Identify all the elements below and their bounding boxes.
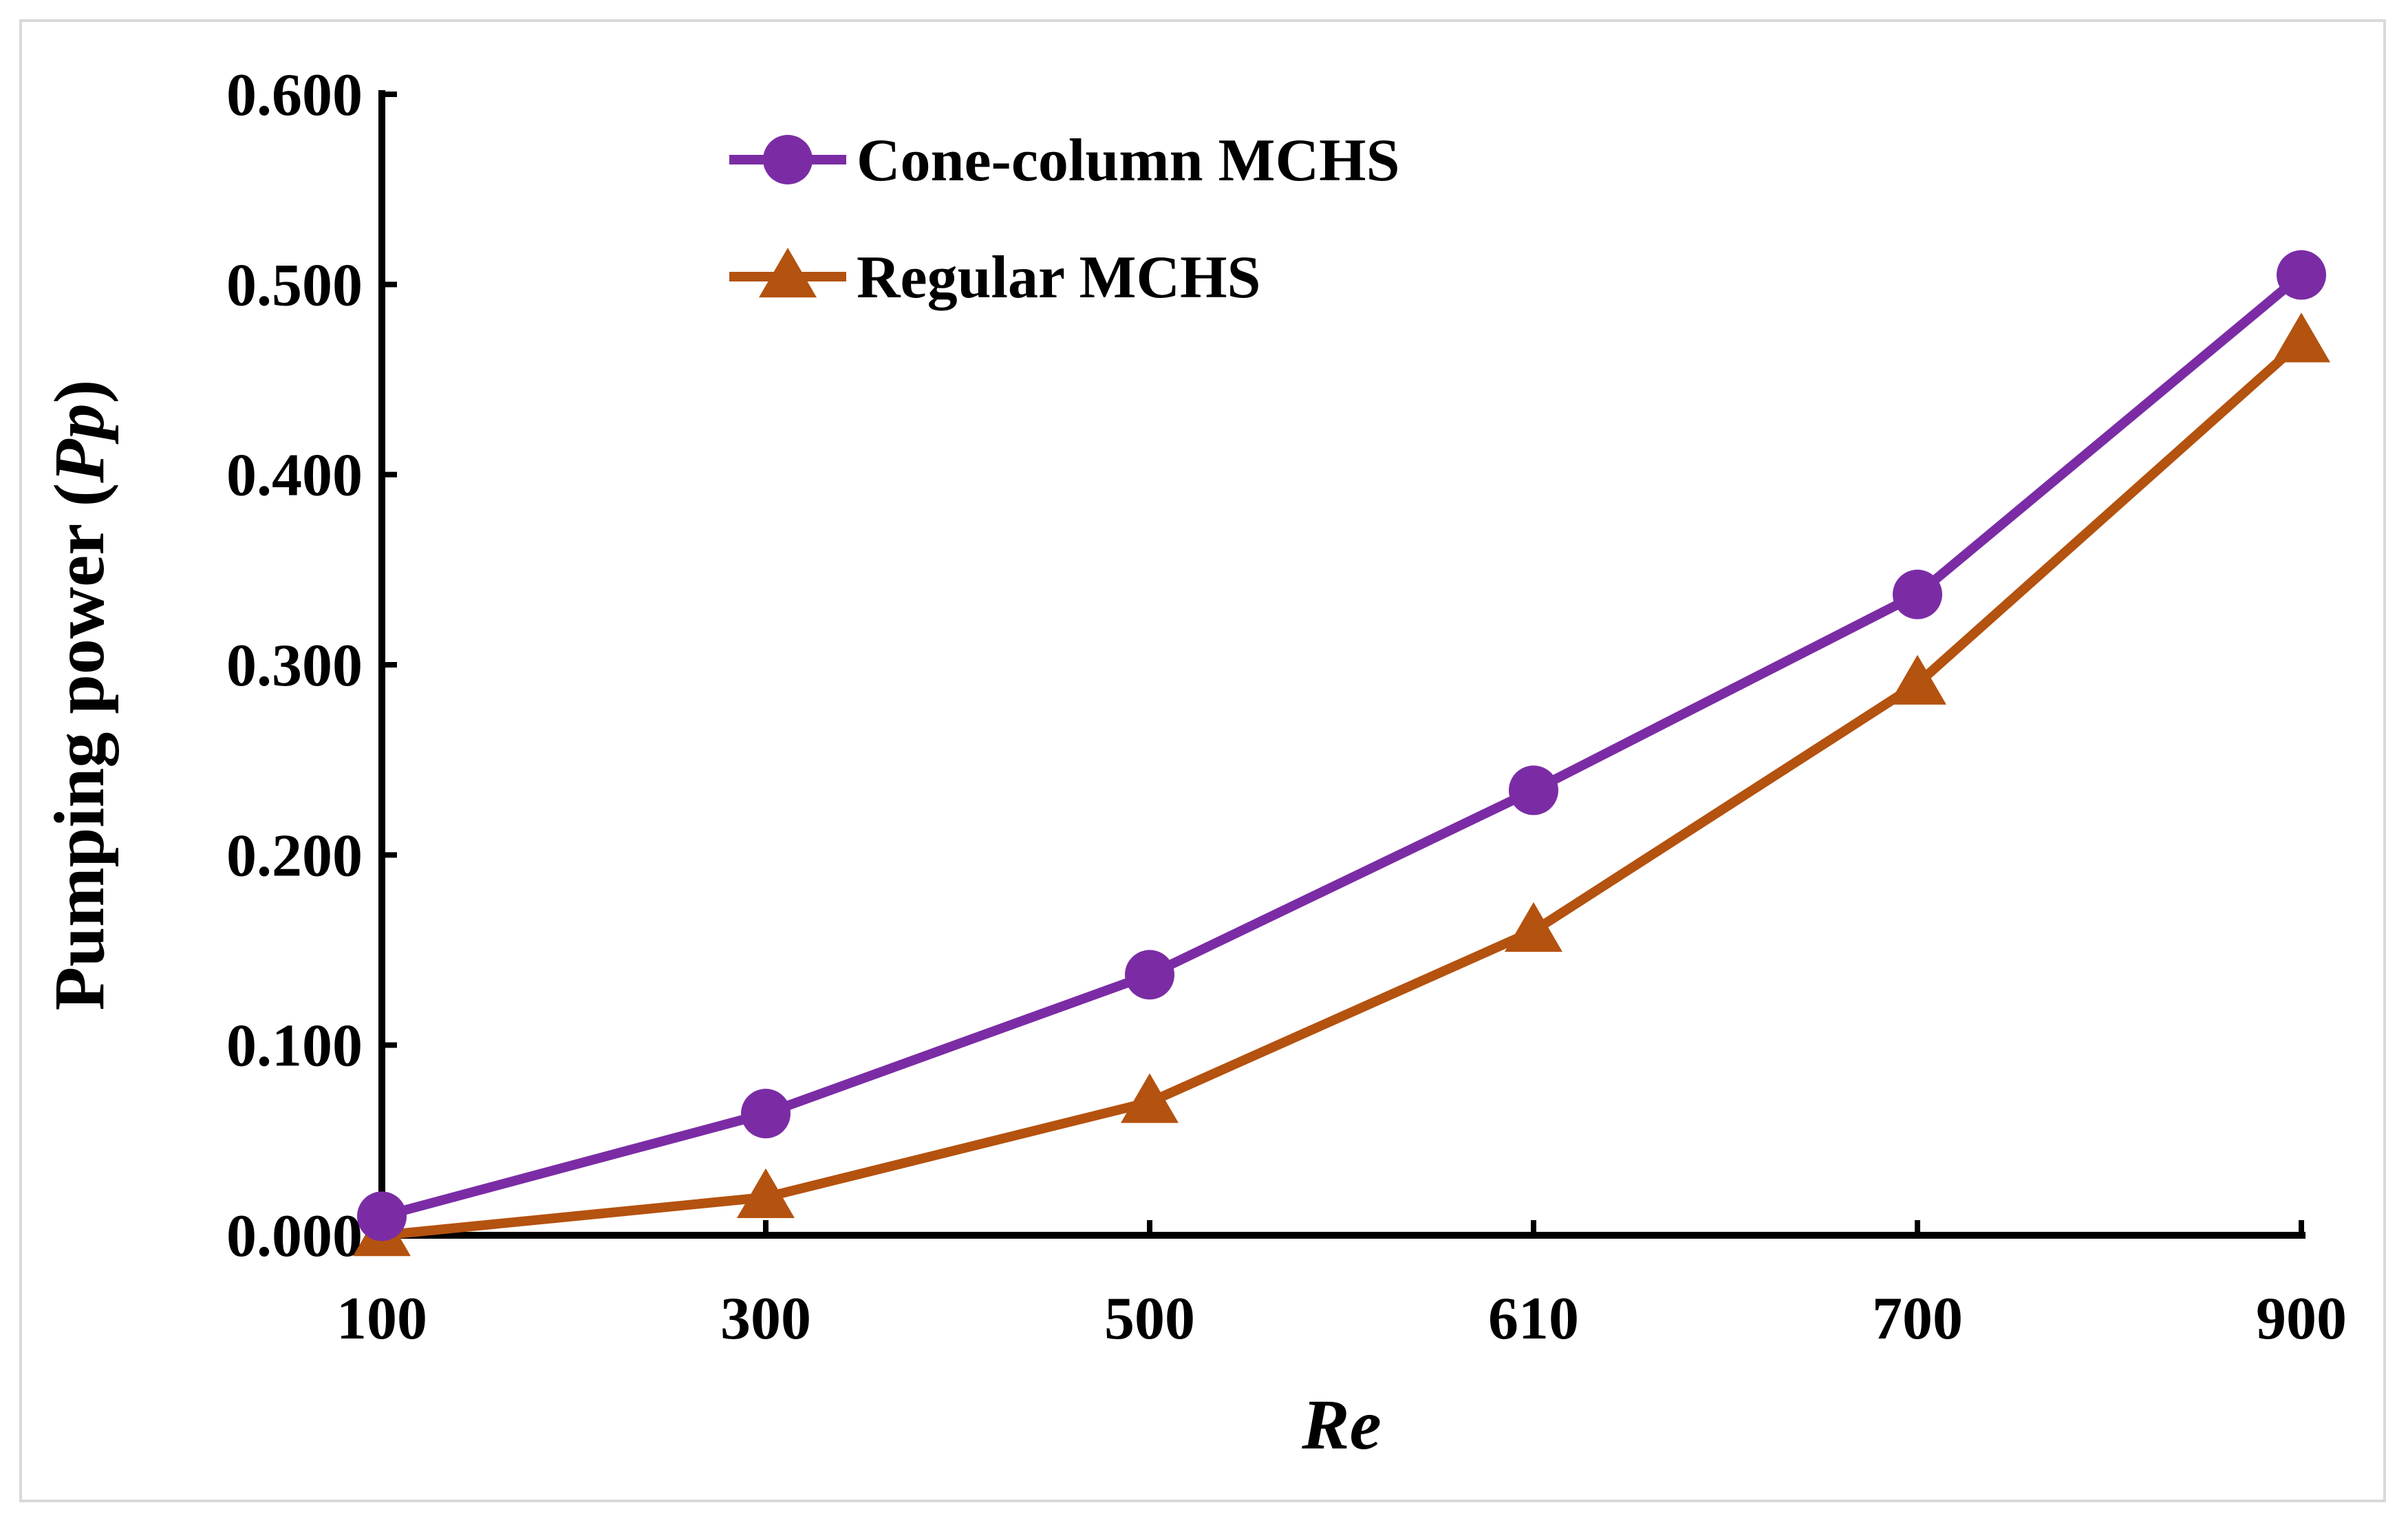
y-tick-label: 0.300 [226,632,363,699]
x-tick-label: 500 [1104,1286,1195,1352]
chart-frame [19,19,2386,1502]
legend-swatch-marker [763,135,813,184]
data-point-cone-column-mchs [741,1089,791,1139]
legend: Cone-column MCHS Regular MCHS [729,127,1400,311]
legend-label: Cone-column MCHS [857,127,1400,194]
data-point-cone-column-mchs [1509,765,1558,815]
axes [378,90,2305,1239]
y-axis-title-prefix: Pumping power ( [40,483,119,1011]
y-axis-title-symbol: Pp [40,403,119,484]
series-cone-column-mchs [357,250,2326,1241]
x-tick-label: 610 [1488,1286,1579,1352]
data-point-cone-column-mchs [1125,950,1174,1000]
y-axis-title-suffix: ) [40,380,119,404]
x-tick-label: 700 [1872,1286,1963,1352]
data-point-regular-mchs [737,1168,795,1218]
y-axis-ticks: 0.000 0.100 0.200 0.300 0.400 0.500 0.600 [226,62,397,1270]
x-axis-title: Re [1301,1385,1382,1464]
data-point-cone-column-mchs [357,1191,407,1241]
series-regular-mchs [353,312,2330,1257]
data-point-regular-mchs [1889,654,1946,705]
y-tick-label: 0.600 [226,62,363,129]
series-layer [353,250,2330,1257]
legend-item-cone-column-mchs: Cone-column MCHS [729,127,1400,194]
data-point-regular-mchs [1505,902,1562,952]
data-point-cone-column-mchs [1893,569,1942,619]
y-tick-label: 0.100 [226,1013,363,1080]
legend-item-regular-mchs: Regular MCHS [729,244,1260,311]
y-tick-label: 0.400 [226,442,363,509]
legend-swatch-marker [759,248,817,298]
x-tick-label: 100 [336,1286,427,1352]
legend-label: Regular MCHS [857,244,1260,311]
x-axis-ticks: 100 300 500 610 700 900 [336,1220,2347,1352]
data-point-cone-column-mchs [2277,250,2326,300]
data-point-regular-mchs [2272,312,2330,363]
series-line-regular-mchs [381,338,2305,1240]
y-tick-label: 0.200 [226,822,363,889]
data-point-regular-mchs [1121,1073,1179,1123]
series-line-cone-column-mchs [380,271,2305,1222]
y-tick-label: 0.500 [226,252,363,319]
y-axis-title: Pumping power (Pp) [40,380,119,1011]
y-tick-label: 0.000 [226,1203,363,1270]
x-tick-label: 300 [720,1286,811,1352]
x-tick-label: 900 [2256,1286,2347,1352]
